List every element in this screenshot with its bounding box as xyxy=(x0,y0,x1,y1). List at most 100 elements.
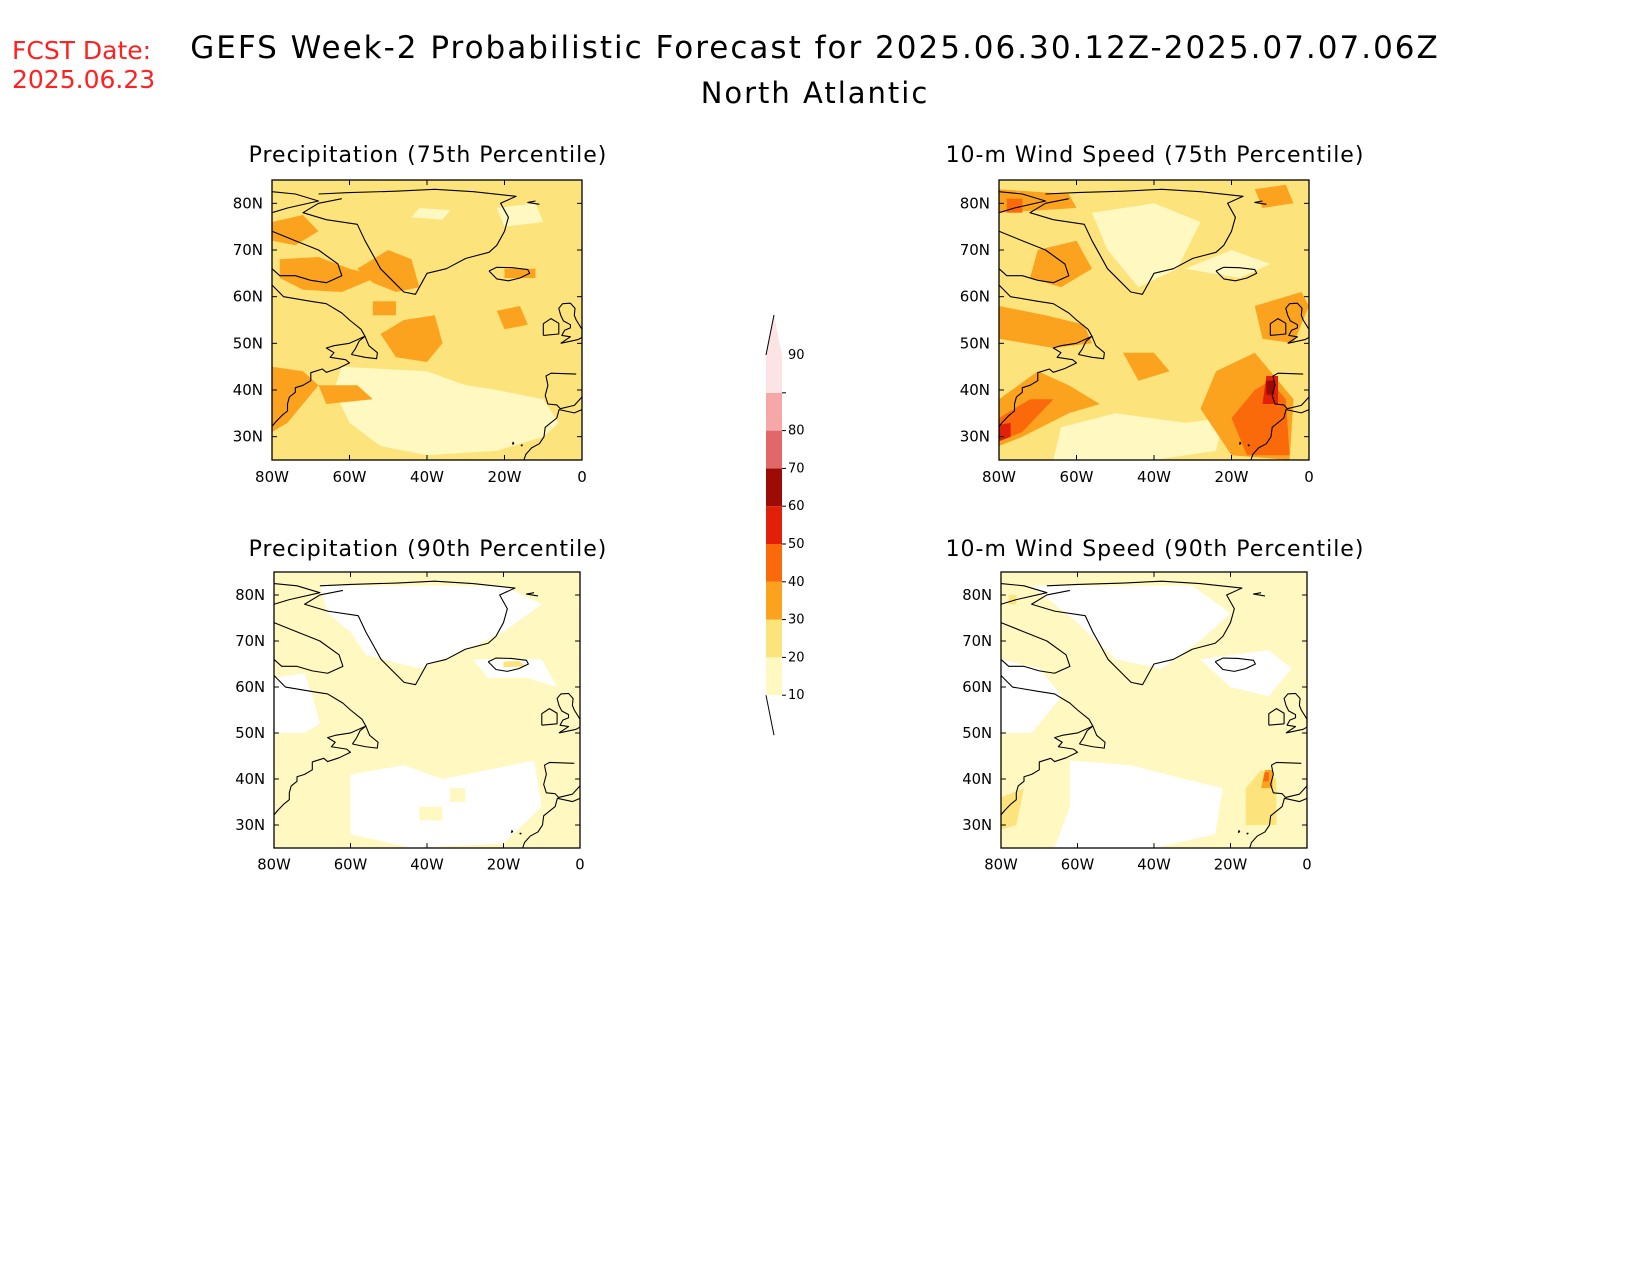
lat-tick-label: 30N xyxy=(962,817,992,834)
lon-tick-label: 80W xyxy=(257,857,291,874)
lon-tick-label: 40W xyxy=(1137,857,1171,874)
shaded-region-2 xyxy=(1092,203,1201,288)
lat-tick-label: 60N xyxy=(235,679,265,696)
shaded-region-4 xyxy=(1199,650,1292,697)
shaded-region-5 xyxy=(419,806,443,821)
lon-tick-label: 60W xyxy=(1060,468,1094,486)
shaded-region-7 xyxy=(1266,380,1275,395)
colorbar-upper-arrow-edge xyxy=(765,314,775,356)
lat-tick-label: 80N xyxy=(235,587,265,604)
colorbar-label: 80 xyxy=(788,424,805,439)
coastline-11 xyxy=(1247,444,1250,447)
lat-tick-label: 50N xyxy=(962,725,992,742)
coastline-3 xyxy=(998,284,1093,427)
shaded-region-16 xyxy=(1006,198,1023,213)
coastline-1 xyxy=(1000,582,1048,605)
colorbar-label: 30 xyxy=(788,613,805,628)
lat-tick-label: 50N xyxy=(960,334,990,352)
shaded-region-10 xyxy=(504,268,536,278)
colorbar-lower-arrow xyxy=(765,695,775,736)
shaded-region-8 xyxy=(1001,788,1024,830)
coastline-3 xyxy=(271,284,366,427)
lon-tick-label: 60W xyxy=(334,857,368,874)
shaded-region-2 xyxy=(274,673,320,733)
shaded-region-7 xyxy=(318,385,373,404)
coastline-12 xyxy=(527,200,540,205)
coastline-4 xyxy=(350,335,378,360)
coastline-5 xyxy=(488,266,531,282)
colorbar-label: 10 xyxy=(788,688,805,703)
colorbar-segment xyxy=(766,468,782,507)
colorbar-label: 40 xyxy=(788,575,805,590)
shaded-region-9 xyxy=(1008,594,1017,605)
lon-tick-label: 0 xyxy=(1304,468,1314,486)
coastline-3 xyxy=(1000,675,1094,816)
lon-tick-label: 60W xyxy=(333,468,367,486)
shaded-region-5 xyxy=(357,250,420,292)
coastline-9 xyxy=(1250,409,1310,461)
colorbar-segment xyxy=(766,619,782,658)
colorbar-segment xyxy=(766,506,782,544)
lat-tick-label: 30N xyxy=(235,817,265,834)
map-precip-90: 80N 70N 60N 50N 40N 30N 80W 60W 40W 20W 0 xyxy=(235,571,585,874)
coastline-6 xyxy=(1269,318,1287,336)
shaded-region-1 xyxy=(334,366,559,456)
coastline-2 xyxy=(1000,622,1071,674)
shaded-region-2 xyxy=(1001,659,1063,733)
coastline-6 xyxy=(1268,708,1285,726)
shaded-region-1 xyxy=(319,585,542,669)
coastline-5 xyxy=(1215,266,1258,282)
forecast-date-label: FCST Date: xyxy=(12,36,152,65)
panel-title-wind-90: 10-m Wind Speed (90th Percentile) xyxy=(945,537,1365,562)
shaded-region-6 xyxy=(449,788,466,802)
colorbar-label: 90 xyxy=(788,348,805,363)
panel-title-precip-75: Precipitation (75th Percentile) xyxy=(248,143,608,168)
lat-tick-label: 40N xyxy=(960,381,990,399)
colorbar-segment xyxy=(766,355,782,393)
lat-tick-label: 70N xyxy=(960,241,990,259)
shaded-region-3 xyxy=(1054,760,1223,848)
coastline-10 xyxy=(512,441,515,445)
shaded-region-4 xyxy=(472,659,558,688)
shaded-region-7 xyxy=(1262,772,1269,782)
colorbar-label: 50 xyxy=(788,537,805,552)
colorbar-segment xyxy=(766,581,782,620)
colorbar-upper-arrow xyxy=(766,315,782,355)
lat-tick-label: 40N xyxy=(233,381,263,399)
colorbar-label: 60 xyxy=(788,499,805,514)
colorbar-segment xyxy=(766,657,782,696)
lon-tick-label: 0 xyxy=(577,468,587,486)
lat-tick-label: 70N xyxy=(233,241,263,259)
coastline-9 xyxy=(522,797,581,849)
shaded-region-14 xyxy=(1030,240,1092,288)
forecast-date-block: FCST Date: 2025.06.23 xyxy=(12,36,155,94)
shaded-region-13 xyxy=(1254,292,1309,344)
lon-tick-label: 20W xyxy=(1214,857,1248,874)
panel-title-precip-90: Precipitation (90th Percentile) xyxy=(248,537,608,562)
coastline-10 xyxy=(1237,830,1241,834)
shaded-region-1 xyxy=(1053,413,1224,460)
coastline-12 xyxy=(525,592,539,597)
lat-tick-label: 80N xyxy=(962,587,992,604)
shaded-region-2 xyxy=(496,203,544,227)
coastline-10 xyxy=(1239,441,1242,445)
lon-tick-label: 60W xyxy=(1061,857,1095,874)
shaded-region-12 xyxy=(272,215,319,246)
coastline-11 xyxy=(1246,832,1249,835)
lon-tick-label: 20W xyxy=(1215,468,1249,486)
coastline-8 xyxy=(544,372,583,410)
lon-tick-label: 40W xyxy=(410,468,444,486)
coastline-8 xyxy=(1270,761,1308,798)
region-subtitle: North Atlantic xyxy=(700,76,930,110)
lon-tick-label: 80W xyxy=(982,468,1016,486)
coastline-2 xyxy=(273,622,344,674)
coastline-1 xyxy=(998,191,1047,214)
lon-tick-label: 0 xyxy=(575,857,584,874)
coastline-10 xyxy=(510,830,514,834)
shaded-region-1 xyxy=(1031,585,1231,669)
coastline-2 xyxy=(998,230,1070,284)
coastline-11 xyxy=(519,832,522,835)
lat-tick-label: 60N xyxy=(962,679,992,696)
colorbar-segment xyxy=(766,392,782,431)
lat-tick-label: 80N xyxy=(960,194,990,212)
